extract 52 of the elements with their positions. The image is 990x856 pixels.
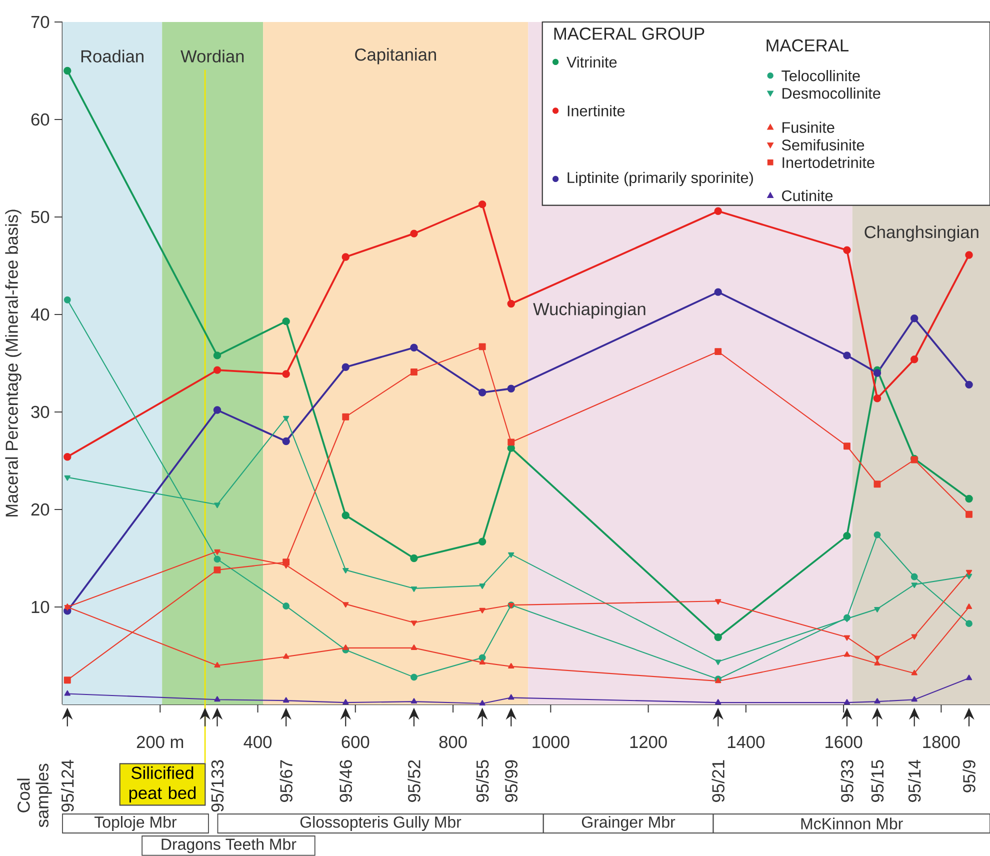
y-tick-label: 50 xyxy=(31,210,50,224)
text: Toploje Mbr xyxy=(94,816,177,831)
text: 95/46 xyxy=(339,760,352,802)
text: 95/124 xyxy=(61,760,74,812)
legend-label: Liptinite (primarily sporinite) xyxy=(568,172,753,186)
text: 95/55 xyxy=(476,760,489,802)
legend-label: Semifusinite xyxy=(782,139,864,150)
y-tick-label: 20 xyxy=(31,503,50,516)
text: 95/9 xyxy=(962,760,976,792)
y-tick-label: 70 xyxy=(31,16,50,28)
x-tick-label: 1600 xyxy=(826,736,862,748)
y-tick-label: 30 xyxy=(31,406,50,418)
text: Glossopteris Gully Mbr xyxy=(300,816,462,831)
x-tick-label: 200 m xyxy=(136,736,184,748)
band-label: Roadian xyxy=(81,50,144,62)
band-label: Wuchiapingian xyxy=(533,302,646,319)
legend-label: Inertodetrinite xyxy=(782,156,874,168)
band-label: Changhsingian xyxy=(864,225,978,242)
legend-title: MACERAL GROUP xyxy=(554,28,704,40)
text: Grainger Mbr xyxy=(582,816,676,831)
y-tick-label: 40 xyxy=(30,308,50,321)
x-tick-label: 800 xyxy=(439,736,467,748)
y-tick-label: 10 xyxy=(32,600,50,614)
x-tick-label: 1200 xyxy=(630,736,667,748)
legend-label: Fusinite xyxy=(782,122,834,133)
ref-line-label: Silicified peat bed xyxy=(129,766,196,803)
legend-label: Vitrinite xyxy=(566,56,617,68)
text: 95/133 xyxy=(210,760,224,812)
text: 95/14 xyxy=(908,760,921,802)
legend-label: Telocollinite xyxy=(782,70,860,82)
x-tick-label: 1400 xyxy=(728,736,765,748)
x-tick-label: 1000 xyxy=(532,736,570,748)
legend-label: Inertinite xyxy=(568,105,625,116)
text: 95/15 xyxy=(870,760,884,802)
text: 95/52 xyxy=(408,760,420,802)
text: Coal samples xyxy=(17,764,52,828)
x-tick-label: 1800 xyxy=(923,736,960,748)
y-axis-title: Maceral Percentage (Mineral-free basis) xyxy=(5,210,22,516)
legend-label: Desmocollinite xyxy=(782,88,880,99)
text: McKinnon Mbr xyxy=(801,818,903,830)
annotation: MACERAL xyxy=(766,39,848,52)
band-label: Wordian xyxy=(180,50,244,62)
y-tick-label: 60 xyxy=(31,113,50,126)
text: 95/21 xyxy=(712,760,724,802)
text: 95/99 xyxy=(504,760,518,802)
x-tick-label: 600 xyxy=(342,736,370,748)
band-label: Capitanian xyxy=(355,48,436,64)
text: 95/67 xyxy=(280,760,292,802)
legend-label: Cutinite xyxy=(782,190,833,202)
text: 95/33 xyxy=(840,760,854,802)
x-tick-label: 400 xyxy=(244,736,272,748)
text: Dragons Teeth Mbr xyxy=(162,838,296,854)
